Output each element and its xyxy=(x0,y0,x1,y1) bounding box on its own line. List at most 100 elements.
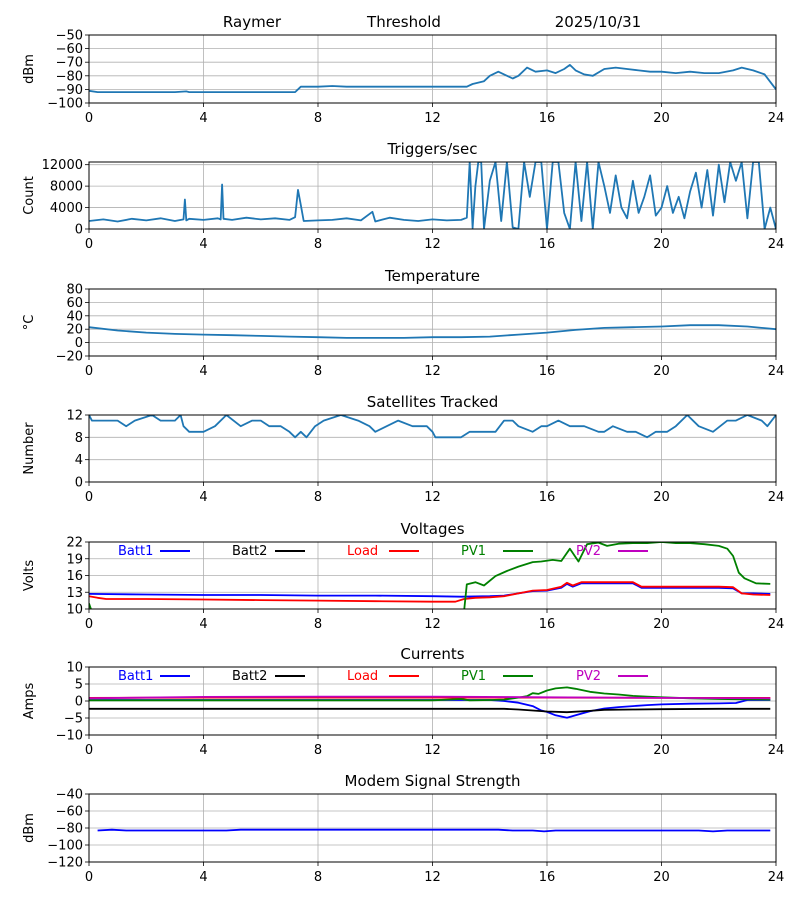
x-tick-label: 24 xyxy=(768,870,785,885)
y-tick-label: −60 xyxy=(56,42,83,57)
x-tick-label: 0 xyxy=(85,237,93,252)
series-line-rssi xyxy=(89,64,776,93)
y-axis-label: Amps xyxy=(22,682,37,719)
y-tick-label: 4000 xyxy=(50,201,83,216)
x-tick-label: 16 xyxy=(539,490,556,505)
y-axis-label: Volts xyxy=(22,560,37,592)
panel-title: Triggers/sec xyxy=(387,140,478,158)
series-line-modem xyxy=(97,828,771,833)
y-tick-label: −10 xyxy=(56,729,83,744)
x-tick-label: 20 xyxy=(653,617,670,632)
x-tick-label: 0 xyxy=(85,617,93,632)
header-station: Raymer xyxy=(223,13,282,31)
panel-satellites: 0 4 8 12 16 20 24 0 4 8 12 Satellites Tracked Number xyxy=(22,393,784,505)
series-line-pv2 xyxy=(89,695,771,700)
panel-triggers: 0 4 8 12 16 20 24 0 4000 8000 12000 Triggers/sec Cou… xyxy=(22,140,784,252)
legend-label-load: Load xyxy=(347,544,378,559)
series-line-pv1 xyxy=(89,542,771,609)
x-tick-label: 0 xyxy=(85,743,93,758)
x-tick-label: 12 xyxy=(424,490,441,505)
y-tick-label: 12 xyxy=(66,409,83,424)
y-tick-label: 40 xyxy=(66,309,83,324)
panel-title: Modem Signal Strength xyxy=(345,772,521,790)
x-tick-label: 24 xyxy=(768,617,785,632)
y-tick-label: 20 xyxy=(66,323,83,338)
x-tick-label: 0 xyxy=(85,870,93,885)
y-tick-label: 0 xyxy=(75,223,83,238)
x-tick-label: 20 xyxy=(653,237,670,252)
y-tick-label: 80 xyxy=(66,283,83,298)
x-tick-label: 0 xyxy=(85,364,93,379)
y-tick-label: 10 xyxy=(66,603,83,618)
y-axis-label: dBm xyxy=(22,54,37,84)
header-mode: Threshold xyxy=(366,13,441,31)
y-tick-label: 22 xyxy=(66,536,83,551)
x-tick-label: 4 xyxy=(199,364,207,379)
x-tick-label: 24 xyxy=(768,490,785,505)
x-tick-label: 4 xyxy=(199,490,207,505)
x-tick-label: 12 xyxy=(424,617,441,632)
y-axis-label: Number xyxy=(22,422,37,475)
y-tick-label: −90 xyxy=(56,83,83,98)
y-tick-label: 0 xyxy=(75,476,83,491)
legend-label-pv2: PV2 xyxy=(576,669,601,684)
y-tick-label: 12000 xyxy=(42,158,83,173)
x-tick-label: 12 xyxy=(424,743,441,758)
panel-title: Temperature xyxy=(384,267,480,285)
y-tick-label: −40 xyxy=(56,788,83,803)
series-line-batt1 xyxy=(89,582,771,598)
series-line-batt1 xyxy=(89,699,771,719)
x-tick-label: 8 xyxy=(314,490,322,505)
x-tick-label: 20 xyxy=(653,743,670,758)
x-tick-label: 12 xyxy=(424,237,441,252)
y-tick-label: 60 xyxy=(66,296,83,311)
series-line-load xyxy=(89,581,771,603)
x-tick-label: 8 xyxy=(314,617,322,632)
series-line-triggers xyxy=(89,162,776,229)
x-tick-label: 4 xyxy=(199,743,207,758)
x-tick-label: 0 xyxy=(85,111,93,126)
x-tick-label: 8 xyxy=(314,237,322,252)
y-tick-label: 0 xyxy=(75,695,83,710)
x-tick-label: 24 xyxy=(768,364,785,379)
x-tick-label: 16 xyxy=(539,364,556,379)
x-tick-label: 20 xyxy=(653,111,670,126)
y-tick-label: −20 xyxy=(56,350,83,365)
header-date: 2025/10/31 xyxy=(555,13,641,31)
y-tick-label: −5 xyxy=(64,712,83,727)
x-tick-label: 8 xyxy=(314,743,322,758)
y-tick-label: −100 xyxy=(47,97,83,112)
panel-title: Satellites Tracked xyxy=(367,393,498,411)
x-tick-label: 24 xyxy=(768,743,785,758)
y-tick-label: 8000 xyxy=(50,180,83,195)
legend-label-load: Load xyxy=(347,669,378,684)
panel-title: Voltages xyxy=(400,520,464,538)
x-tick-label: 16 xyxy=(539,237,556,252)
panel-modem: 0 4 8 12 16 20 24 −120 −100 −80 −60 −40 Modem Signal… xyxy=(22,772,784,885)
figure-header: Raymer Threshold 2025/10/31 xyxy=(223,13,641,31)
x-tick-label: 24 xyxy=(768,111,785,126)
x-tick-label: 20 xyxy=(653,870,670,885)
y-axis-label: °C xyxy=(22,315,37,331)
y-tick-label: −80 xyxy=(56,822,83,837)
legend-label-pv2: PV2 xyxy=(576,544,601,559)
panel-currents: 0 4 8 12 16 20 24 −10 −5 0 5 10 Currents Amps Batt1 Bat… xyxy=(22,645,784,758)
x-tick-label: 4 xyxy=(199,617,207,632)
panel-title: Currents xyxy=(400,645,464,663)
y-axis-label: Count xyxy=(22,176,37,215)
y-tick-label: 13 xyxy=(66,586,83,601)
y-tick-label: 19 xyxy=(66,552,83,567)
legend-label-batt2: Batt2 xyxy=(232,669,267,684)
x-tick-label: 8 xyxy=(314,364,322,379)
legend-label-batt2: Batt2 xyxy=(232,544,267,559)
x-tick-label: 4 xyxy=(199,111,207,126)
y-tick-label: 16 xyxy=(66,569,83,584)
x-tick-label: 12 xyxy=(424,364,441,379)
x-tick-label: 24 xyxy=(768,237,785,252)
x-tick-label: 12 xyxy=(424,870,441,885)
x-tick-label: 20 xyxy=(653,364,670,379)
series-line-batt2 xyxy=(89,707,771,714)
